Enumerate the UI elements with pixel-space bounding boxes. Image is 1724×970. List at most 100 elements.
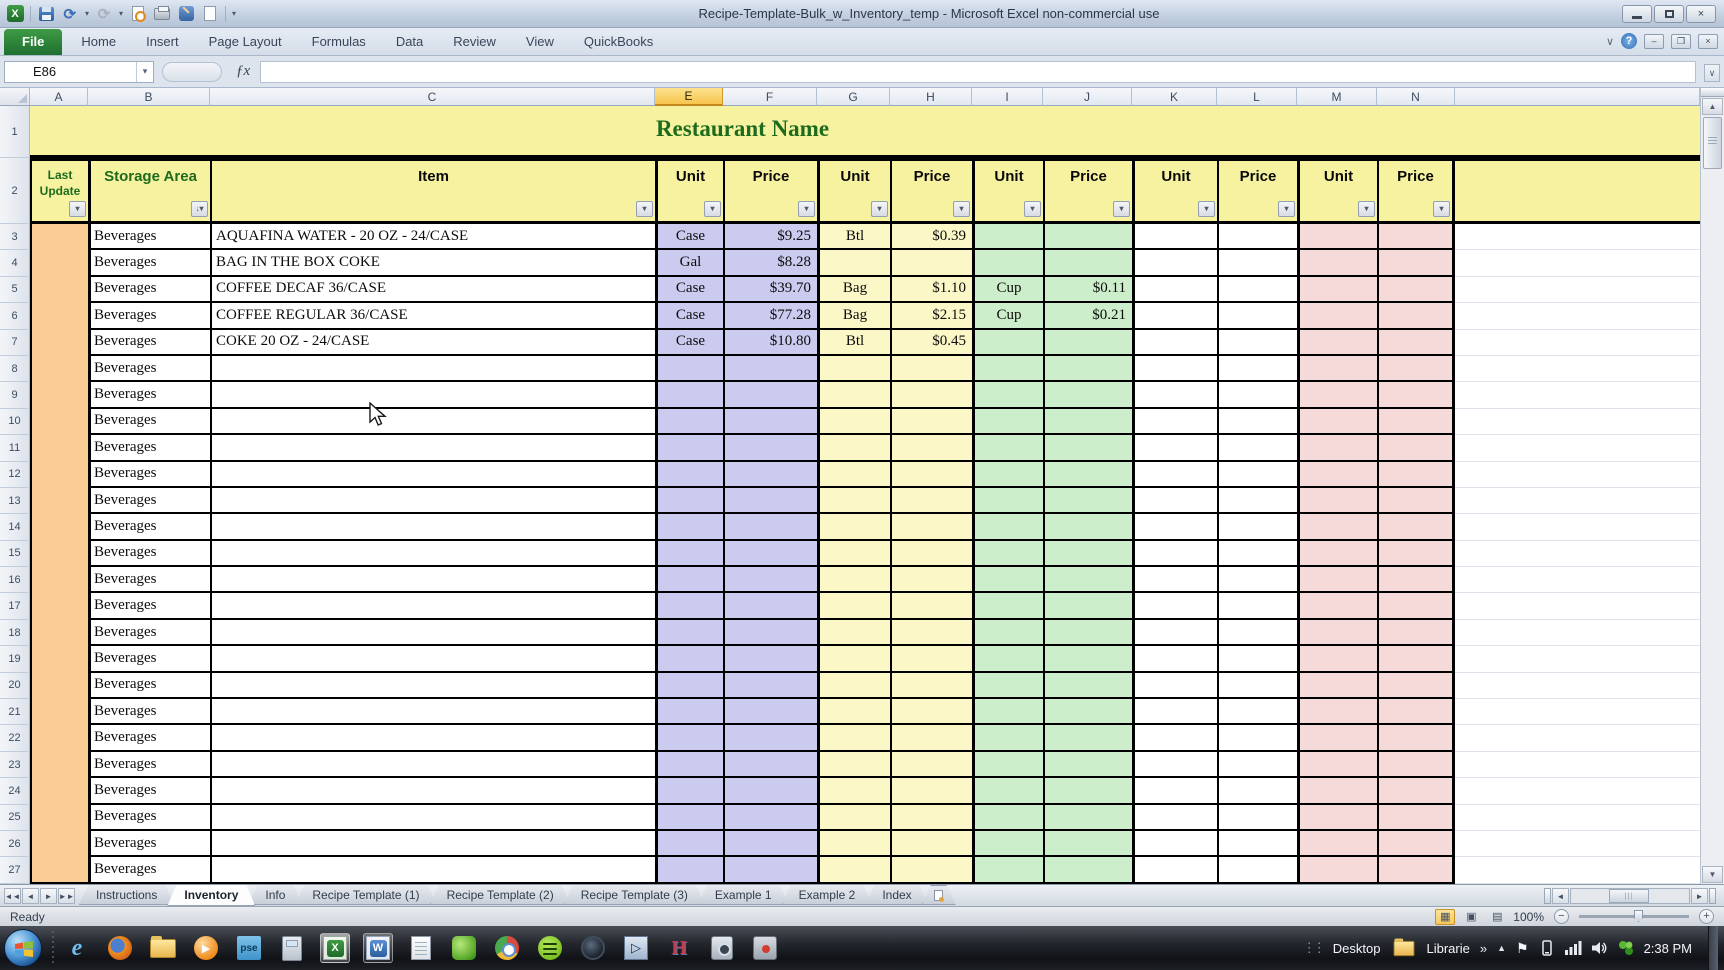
previous-sheet-icon[interactable]: ◄: [22, 888, 39, 904]
cell-A15[interactable]: [30, 540, 88, 568]
cell-filler[interactable]: [1455, 382, 1700, 409]
cell-G21[interactable]: [817, 699, 890, 726]
show-hidden-icons-icon[interactable]: ▲: [1497, 943, 1507, 953]
cell-C4[interactable]: BAG IN THE BOX COKE: [210, 250, 655, 277]
cell-I10[interactable]: [972, 408, 1043, 436]
cell-filler[interactable]: [1455, 303, 1700, 330]
cell-J15[interactable]: [1043, 540, 1132, 568]
ribbon-tab-home[interactable]: Home: [81, 34, 117, 49]
sheet-tab-index[interactable]: Index: [865, 885, 928, 905]
row-header-25[interactable]: 25: [0, 804, 30, 831]
vertical-scroll-thumb[interactable]: [1703, 117, 1722, 169]
media-player-taskbar-button[interactable]: ▶: [191, 933, 221, 963]
filter-dropdown-icon-H[interactable]: ▾: [953, 201, 970, 217]
cell-A6[interactable]: [30, 303, 88, 330]
ribbon-tab-page-layout[interactable]: Page Layout: [208, 34, 282, 49]
cell-E4[interactable]: Gal: [655, 250, 723, 277]
cell-H24[interactable]: [890, 778, 972, 805]
name-box-dropdown-icon[interactable]: ▾: [136, 61, 153, 82]
cell-H3[interactable]: $0.39: [890, 224, 972, 251]
insert-worksheet-tab[interactable]: [922, 885, 956, 905]
cell-B5[interactable]: Beverages: [88, 276, 210, 304]
chrome-taskbar-button[interactable]: [492, 933, 522, 963]
cell-J17[interactable]: [1043, 593, 1132, 620]
cell-N26[interactable]: [1377, 830, 1455, 858]
cell-filler[interactable]: [1455, 250, 1700, 277]
cell-M6[interactable]: [1297, 303, 1377, 330]
cell-N6[interactable]: [1377, 303, 1455, 330]
cell-N15[interactable]: [1377, 540, 1455, 568]
cell-I22[interactable]: [972, 725, 1043, 752]
cell-J20[interactable]: [1043, 672, 1132, 700]
cell-G13[interactable]: [817, 487, 890, 515]
cell-C24[interactable]: [210, 778, 655, 805]
cell-N5[interactable]: [1377, 276, 1455, 304]
cell-L16[interactable]: [1217, 567, 1297, 594]
volume-icon[interactable]: [1591, 941, 1608, 955]
excel-logo-icon[interactable]: X: [6, 5, 24, 23]
cell-A12[interactable]: [30, 461, 88, 488]
cell-filler[interactable]: [1455, 593, 1700, 620]
sheet-tab-example-1[interactable]: Example 1: [698, 885, 789, 905]
table-header-N[interactable]: Price ▾: [1377, 158, 1455, 224]
cell-K12[interactable]: [1132, 461, 1217, 488]
cell-H16[interactable]: [890, 567, 972, 594]
cell-G9[interactable]: [817, 382, 890, 409]
sheet-tab-recipe-template-2-[interactable]: Recipe Template (2): [430, 885, 571, 905]
filter-dropdown-icon-J[interactable]: ▾: [1113, 201, 1130, 217]
cell-F12[interactable]: [723, 461, 817, 488]
cell-filler[interactable]: [1455, 752, 1700, 779]
cell-filler[interactable]: [1455, 514, 1700, 541]
select-all-corner[interactable]: [0, 88, 30, 106]
cell-A10[interactable]: [30, 408, 88, 436]
cell-M20[interactable]: [1297, 672, 1377, 700]
cell-A25[interactable]: [30, 804, 88, 831]
insert-function-icon[interactable]: ƒx: [236, 63, 251, 79]
cell-J27[interactable]: [1043, 857, 1132, 884]
cell-K13[interactable]: [1132, 487, 1217, 515]
cell-F6[interactable]: $77.28: [723, 303, 817, 330]
cell-J22[interactable]: [1043, 725, 1132, 752]
cell-C5[interactable]: COFFEE DECAF 36/CASE: [210, 276, 655, 304]
cell-E23[interactable]: [655, 751, 723, 779]
row-header-17[interactable]: 17: [0, 593, 30, 620]
cell-K18[interactable]: [1132, 619, 1217, 647]
cell-G5[interactable]: Bag: [817, 276, 890, 304]
cell-E14[interactable]: [655, 514, 723, 541]
cell-K19[interactable]: [1132, 646, 1217, 673]
zoom-in-icon[interactable]: +: [1699, 909, 1714, 924]
cell-I26[interactable]: [972, 830, 1043, 858]
cell-C16[interactable]: [210, 567, 655, 594]
table-header-B[interactable]: Storage Area ↓▾: [88, 158, 210, 224]
undo-dropdown-icon[interactable]: ▾: [85, 9, 90, 18]
cell-filler[interactable]: [1455, 857, 1700, 884]
cell-F15[interactable]: [723, 540, 817, 568]
cell-G15[interactable]: [817, 540, 890, 568]
cell-A26[interactable]: [30, 830, 88, 858]
cell-F3[interactable]: $9.25: [723, 224, 817, 251]
row-header-14[interactable]: 14: [0, 514, 30, 541]
cell-B16[interactable]: Beverages: [88, 567, 210, 594]
cell-K4[interactable]: [1132, 250, 1217, 277]
cell-G7[interactable]: Btl: [817, 329, 890, 356]
cell-G20[interactable]: [817, 672, 890, 700]
cell-I3[interactable]: [972, 224, 1043, 251]
cell-E20[interactable]: [655, 672, 723, 700]
cell-E16[interactable]: [655, 567, 723, 594]
cell-filler[interactable]: [1455, 356, 1700, 383]
cell-K15[interactable]: [1132, 540, 1217, 568]
undo-icon[interactable]: ⟲: [63, 5, 77, 23]
row-header-16[interactable]: 16: [0, 567, 30, 594]
table-header-H[interactable]: Price ▾: [890, 158, 972, 224]
scroll-right-icon[interactable]: ►: [1691, 888, 1708, 904]
cell-L11[interactable]: [1217, 435, 1297, 462]
cell-K27[interactable]: [1132, 857, 1217, 884]
cell-F26[interactable]: [723, 830, 817, 858]
cell-B18[interactable]: Beverages: [88, 619, 210, 647]
row-header-7[interactable]: 7: [0, 329, 30, 356]
filter-dropdown-icon-L[interactable]: ▾: [1278, 201, 1295, 217]
cell-I6[interactable]: Cup: [972, 303, 1043, 330]
cell-I17[interactable]: [972, 593, 1043, 620]
cell-C14[interactable]: [210, 514, 655, 541]
cell-L18[interactable]: [1217, 619, 1297, 647]
